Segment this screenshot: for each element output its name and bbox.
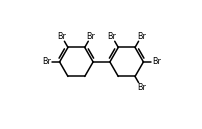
Text: Br: Br — [86, 32, 95, 41]
Text: Br: Br — [151, 57, 160, 66]
Text: Br: Br — [136, 83, 145, 92]
Text: Br: Br — [107, 32, 116, 41]
Text: Br: Br — [57, 32, 66, 41]
Text: Br: Br — [42, 57, 51, 66]
Text: Br: Br — [136, 32, 145, 41]
